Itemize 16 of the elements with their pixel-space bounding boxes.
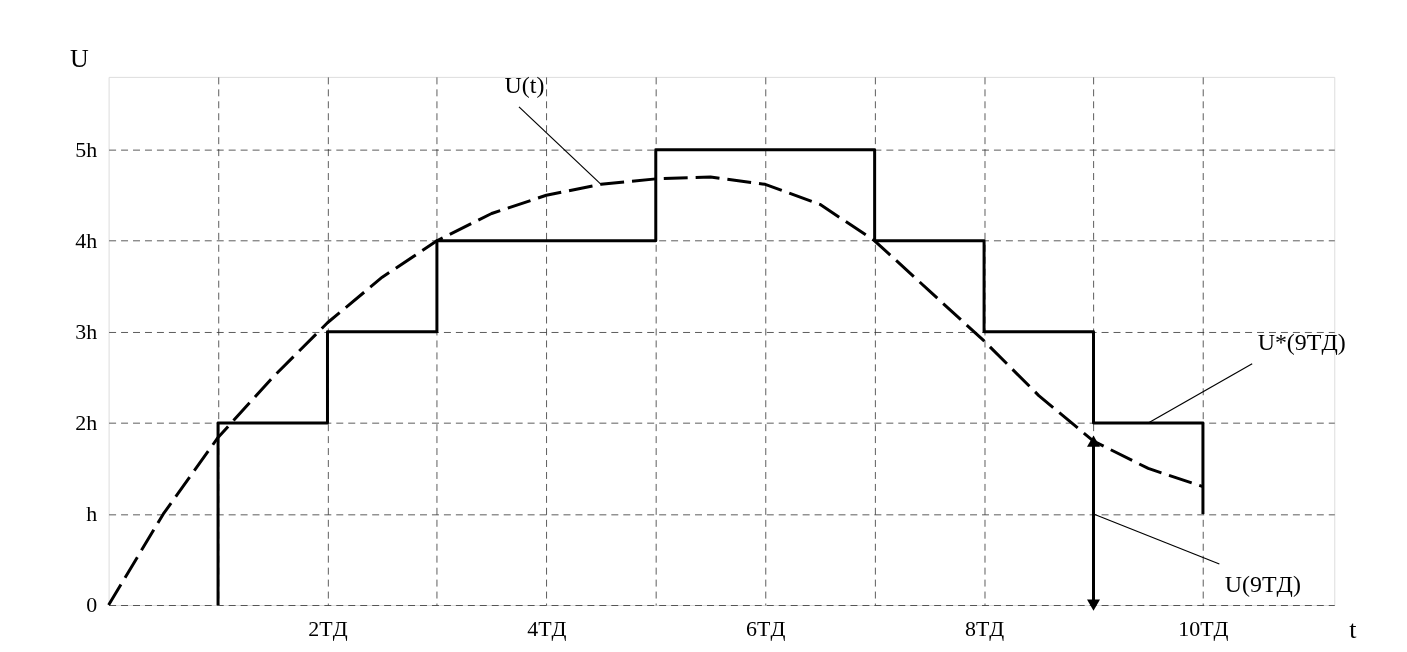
annotation: U*(9TД) bbox=[1257, 328, 1346, 355]
x-axis-title: t bbox=[1349, 614, 1358, 644]
x-tick-label: 8TД bbox=[964, 616, 1005, 642]
y-tick-label: h bbox=[86, 501, 98, 527]
y-tick-label: 5h bbox=[75, 137, 98, 163]
x-tick-label: 4TД bbox=[527, 616, 567, 642]
annotation: U(9TД) bbox=[1224, 571, 1301, 598]
x-tick-label: 6TД bbox=[746, 616, 786, 642]
y-tick-label: 3h bbox=[75, 319, 98, 345]
y-tick-label: 0 bbox=[86, 592, 98, 618]
x-tick-label: 10TД bbox=[1178, 616, 1229, 642]
x-tick-label: 2TД bbox=[308, 616, 348, 642]
y-tick-label: 2h bbox=[75, 410, 98, 436]
y-axis-title: U bbox=[69, 43, 89, 73]
y-tick-label: 4h bbox=[75, 228, 98, 254]
annotation: U(t) bbox=[504, 71, 545, 98]
